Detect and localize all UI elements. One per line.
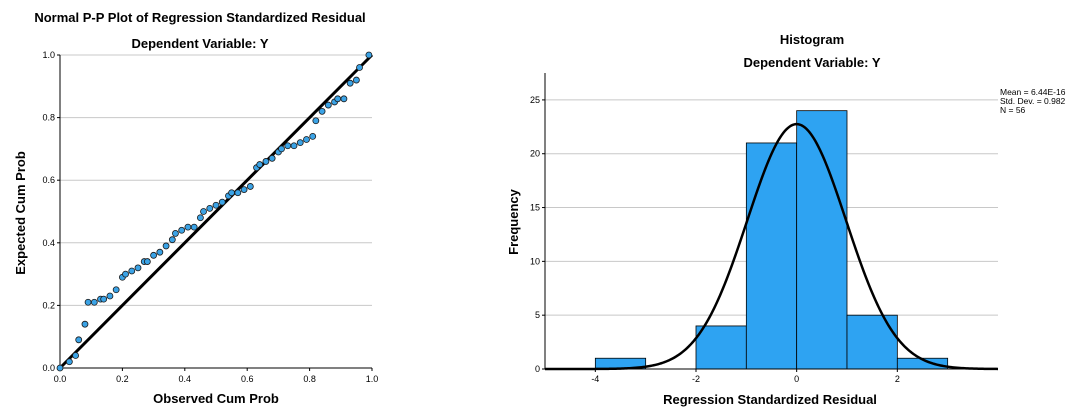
- histogram-y-tick-label: 20: [530, 149, 540, 159]
- pp-data-point: [184, 223, 192, 231]
- histogram-y-tick-label: 0: [535, 364, 540, 374]
- pp-data-point: [112, 286, 120, 294]
- histogram-subtitle: Dependent Variable: Y: [743, 55, 880, 70]
- pp-data-point: [312, 117, 320, 125]
- pp-data-point: [162, 242, 170, 250]
- histogram-bar: [796, 110, 848, 370]
- pp-data-point: [278, 145, 285, 153]
- histogram-x-tick-label: -2: [692, 374, 700, 384]
- histogram-y-axis-label: Frequency: [506, 188, 521, 255]
- histogram-y-tick-label: 25: [530, 95, 540, 105]
- pp-data-point: [122, 270, 129, 278]
- pp-data-point: [346, 79, 354, 87]
- histogram-plot-area: 0 5 10 15 20 25 -4 -2 0 2: [530, 73, 999, 384]
- pp-data-point: [234, 189, 242, 197]
- pp-data-point: [206, 204, 214, 212]
- pp-y-tick-label: 0.6: [42, 175, 55, 185]
- histogram-stat-mean: Mean = 6.44E-16: [1000, 87, 1066, 97]
- pp-data-point: [218, 198, 226, 206]
- pp-x-tick-label: 0.2: [116, 374, 129, 384]
- pp-data-point: [309, 132, 317, 140]
- pp-data-point: [196, 214, 204, 222]
- histogram-y-tick-label: 15: [530, 203, 540, 213]
- pp-plot-subtitle: Dependent Variable: Y: [131, 36, 268, 51]
- normal-curve: [545, 122, 999, 371]
- histogram-bar: [695, 325, 747, 370]
- pp-x-tick-label: 1.0: [366, 374, 379, 384]
- pp-reference-line: [58, 53, 374, 370]
- pp-data-point: [228, 189, 236, 197]
- histogram-x-tick-label: 0: [794, 374, 799, 384]
- pp-x-tick-label: 0.6: [241, 374, 254, 384]
- pp-data-point: [150, 251, 158, 259]
- pp-y-tick-label: 1.0: [42, 50, 55, 60]
- pp-data-point: [178, 226, 186, 234]
- pp-data-point: [72, 352, 79, 359]
- pp-data-point: [324, 101, 332, 109]
- pp-data-point: [296, 139, 304, 147]
- pp-data-point: [303, 136, 310, 143]
- pp-x-axis-label: Observed Cum Prob: [153, 391, 279, 406]
- pp-data-point: [256, 161, 264, 168]
- pp-data-point: [318, 107, 326, 115]
- pp-y-tick-label: 0.4: [42, 238, 55, 248]
- pp-data-point: [246, 183, 254, 190]
- histogram-bar: [745, 142, 798, 370]
- pp-data-point: [106, 292, 114, 300]
- pp-data-point: [190, 223, 198, 231]
- histogram-y-tick-label: 5: [535, 310, 540, 320]
- pp-data-point: [134, 264, 142, 272]
- pp-data-point: [172, 230, 179, 237]
- pp-data-point: [284, 142, 292, 150]
- pp-data-point: [65, 358, 73, 366]
- histogram-x-tick-label: 2: [895, 374, 900, 384]
- pp-data-point: [290, 142, 298, 150]
- pp-data-point: [240, 186, 248, 193]
- pp-x-tick-label: 0.0: [54, 374, 67, 384]
- pp-plot-title: Normal P-P Plot of Regression Standardiz…: [34, 10, 365, 25]
- pp-data-point: [90, 298, 98, 306]
- pp-data-point: [75, 336, 83, 344]
- pp-data-point: [212, 201, 220, 209]
- pp-data-point: [352, 76, 360, 84]
- pp-data-point: [84, 298, 92, 306]
- histogram-stat-sd: Std. Dev. = 0.982: [1000, 96, 1066, 106]
- pp-plot-area: 0.0 0.2 0.4 0.6 0.8 1.0 0.0 0.2 0.4 0.6 0.8 1.0: [42, 50, 378, 384]
- pp-y-tick-label: 0.0: [42, 363, 55, 373]
- pp-data-point: [168, 236, 176, 244]
- pp-data-point: [340, 95, 348, 103]
- pp-data-point: [268, 154, 276, 162]
- histogram-x-tick-label: -4: [591, 374, 599, 384]
- pp-data-point: [365, 51, 373, 59]
- pp-y-axis-label: Expected Cum Prob: [13, 151, 28, 275]
- pp-data-point: [143, 258, 151, 265]
- pp-data-point: [156, 248, 164, 256]
- pp-data-point: [128, 267, 136, 275]
- pp-data-point: [81, 320, 89, 328]
- pp-data-point: [262, 158, 270, 165]
- pp-y-tick-label: 0.8: [42, 113, 55, 123]
- pp-x-tick-label: 0.8: [303, 374, 316, 384]
- pp-data-point: [356, 64, 363, 71]
- pp-x-tick-label: 0.4: [179, 374, 192, 384]
- pp-data-point: [200, 208, 207, 215]
- pp-data-point: [334, 95, 342, 103]
- pp-y-tick-label: 0.2: [42, 300, 55, 310]
- histogram-title: Histogram: [780, 32, 844, 47]
- pp-data-point: [56, 364, 64, 372]
- histogram-bar: [846, 314, 898, 370]
- histogram-y-tick-label: 10: [530, 256, 540, 266]
- histogram-x-axis-label: Regression Standardized Residual: [663, 392, 877, 407]
- pp-data-point: [100, 295, 108, 303]
- histogram-stat-n: N = 56: [1000, 105, 1026, 115]
